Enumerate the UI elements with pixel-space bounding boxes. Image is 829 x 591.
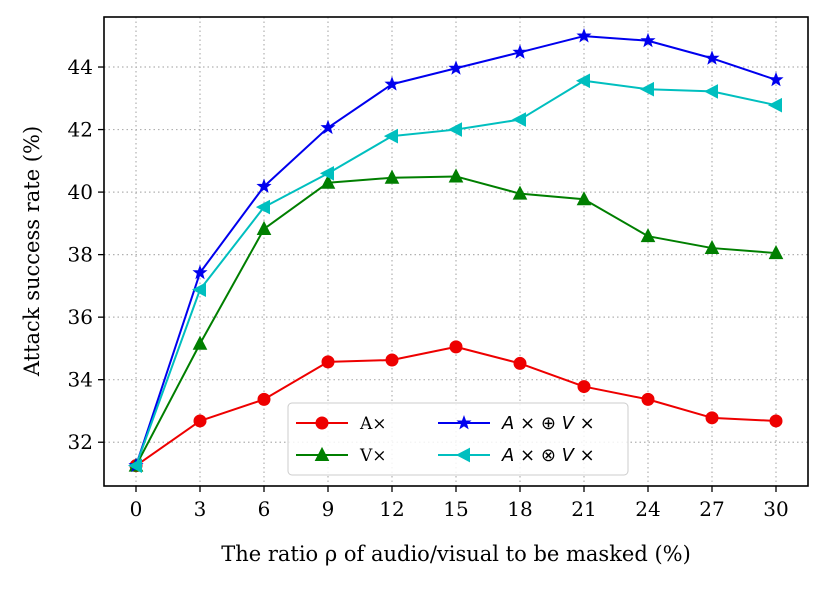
data-point (320, 119, 336, 135)
data-point (320, 174, 336, 189)
legend-label: V× (359, 446, 387, 466)
data-point (705, 411, 719, 425)
data-point (192, 264, 208, 280)
series-3 (128, 28, 784, 473)
y-tick-label: 38 (68, 243, 93, 267)
data-point (704, 239, 720, 255)
legend-label: A× (359, 414, 387, 434)
data-point (319, 166, 334, 181)
data-point (576, 28, 592, 43)
legend-marker (315, 416, 329, 430)
legend-entry: V× (296, 446, 387, 466)
data-point (448, 168, 464, 183)
legend-label: A × ⊗ V × (501, 445, 595, 466)
legend-box (287, 402, 629, 476)
data-point (641, 392, 655, 406)
data-point (193, 414, 207, 428)
data-point (512, 185, 528, 200)
x-tick-label: 3 (194, 497, 207, 521)
data-point (191, 282, 206, 297)
x-tick-label: 6 (258, 497, 271, 521)
data-point (449, 340, 463, 354)
x-axis-label: The ratio ρ of audio/visual to be masked… (221, 542, 691, 566)
data-point (256, 178, 272, 193)
data-point (257, 392, 271, 406)
data-point (512, 44, 528, 59)
x-tick-label: 18 (507, 497, 532, 521)
data-point (447, 122, 462, 137)
x-tick-label: 21 (571, 497, 596, 521)
y-tick-label: 32 (68, 430, 93, 454)
data-point (384, 76, 400, 91)
x-tick-label: 9 (322, 497, 335, 521)
x-tick-label: 12 (379, 497, 404, 521)
series-layer (127, 28, 784, 474)
data-point (256, 220, 272, 235)
x-tick-label: 24 (635, 497, 660, 521)
y-tick-label: 40 (68, 180, 93, 204)
x-tick-label: 15 (443, 497, 468, 521)
y-tick-label: 34 (68, 368, 93, 392)
y-axis-label: Attack success rate (%) (20, 126, 44, 377)
y-tick-label: 36 (68, 305, 93, 329)
data-point (577, 380, 591, 394)
series-1 (129, 340, 783, 473)
y-tick-label: 44 (68, 55, 93, 79)
data-point (768, 244, 784, 260)
legend-label: A × ⊕ V × (501, 413, 595, 434)
data-point (639, 81, 654, 97)
series-line (135, 35, 777, 466)
data-point (255, 199, 270, 215)
data-point (385, 353, 399, 367)
legend-marker (314, 446, 330, 461)
series-4 (127, 73, 782, 474)
data-point (448, 60, 464, 75)
data-point (383, 128, 398, 144)
data-point (640, 32, 656, 48)
x-tick-label: 0 (130, 497, 143, 521)
x-tick-label: 30 (763, 497, 788, 521)
data-point (769, 414, 783, 428)
legend-marker (456, 415, 472, 430)
x-tick-label: 27 (699, 497, 724, 521)
y-tick-label: 42 (68, 118, 93, 142)
data-point (321, 355, 335, 369)
data-point (576, 191, 592, 206)
data-point (768, 71, 784, 87)
legend-entry: A × ⊕ V × (438, 413, 595, 434)
data-point (192, 335, 208, 350)
data-point (640, 228, 656, 243)
legend: A× V× A × ⊕ V × A × ⊗ V × (287, 402, 629, 476)
data-point (575, 73, 590, 89)
data-point (704, 50, 720, 65)
data-point (127, 458, 142, 474)
data-point (511, 112, 526, 127)
data-point (384, 169, 400, 184)
data-point (703, 84, 718, 99)
data-point (767, 97, 782, 113)
legend-entry: A × ⊗ V × (438, 445, 595, 466)
legend-entry: A× (296, 414, 387, 434)
data-point (513, 356, 527, 370)
series-2 (128, 168, 784, 472)
legend-marker (455, 447, 470, 463)
